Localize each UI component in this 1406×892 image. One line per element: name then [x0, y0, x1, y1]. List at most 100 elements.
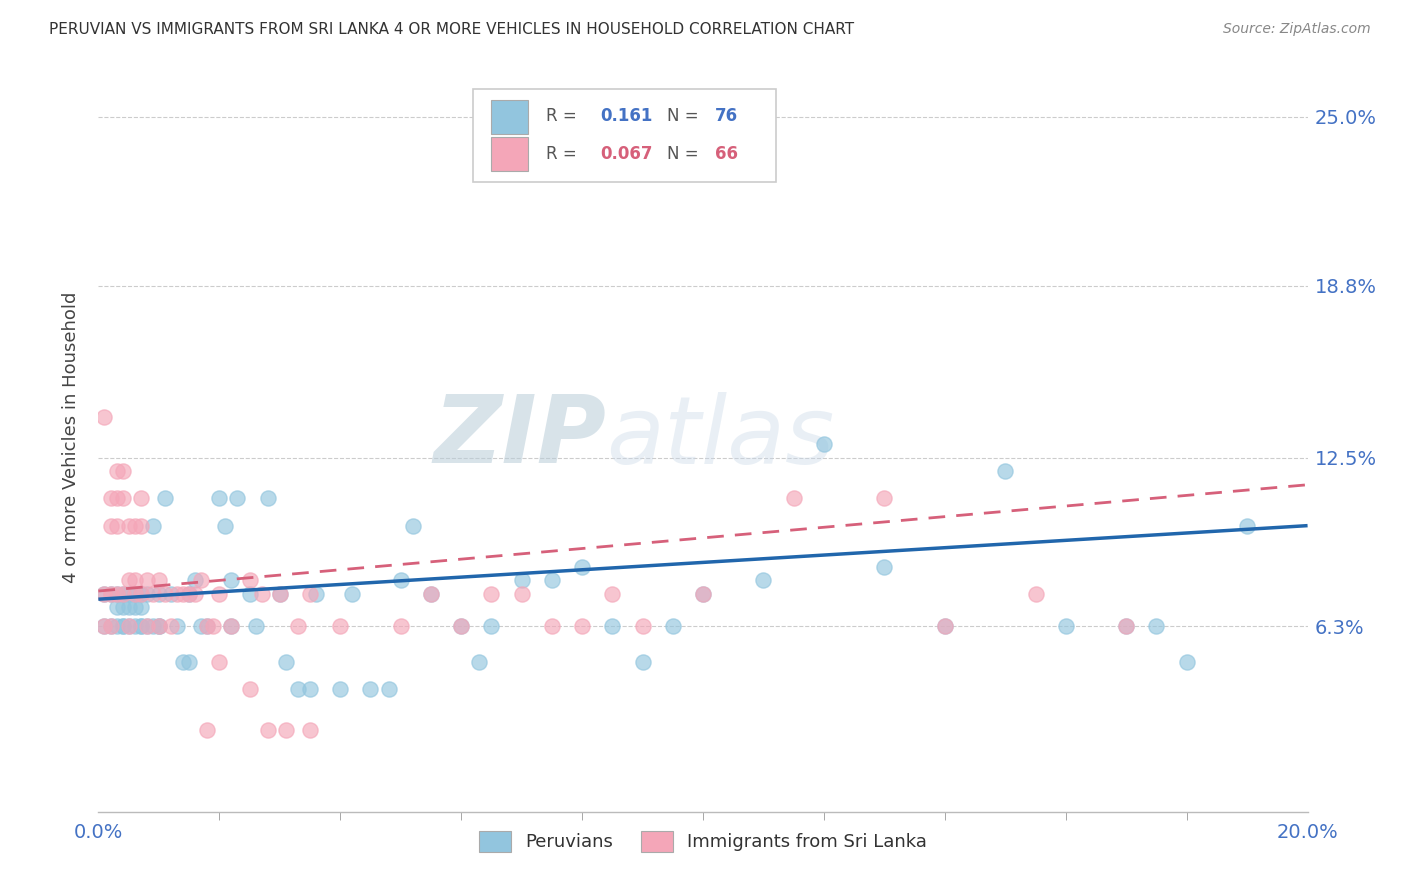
Point	[221, 619, 243, 633]
Point	[692, 587, 714, 601]
Point	[377, 682, 399, 697]
Point	[269, 587, 291, 601]
Point	[269, 587, 291, 601]
Text: 76: 76	[716, 107, 738, 126]
Point	[129, 518, 152, 533]
Point	[100, 619, 122, 633]
Point	[184, 587, 207, 601]
Point	[166, 619, 188, 633]
Point	[342, 587, 364, 601]
Point	[420, 587, 443, 601]
Point	[299, 587, 322, 601]
Text: 0.067: 0.067	[600, 145, 652, 163]
Point	[111, 464, 134, 478]
Point	[389, 619, 412, 633]
Point	[934, 619, 956, 633]
Point	[420, 587, 443, 601]
Point	[274, 723, 297, 737]
Point	[179, 587, 201, 601]
Point	[118, 619, 141, 633]
Point	[208, 655, 231, 669]
Text: N =: N =	[666, 145, 699, 163]
Point	[111, 491, 134, 506]
Point	[450, 619, 472, 633]
Point	[389, 573, 412, 587]
Point	[208, 587, 231, 601]
Point	[129, 587, 152, 601]
Point	[105, 619, 128, 633]
Point	[540, 573, 562, 587]
Point	[124, 587, 146, 601]
Point	[402, 518, 425, 533]
Point	[329, 619, 352, 633]
Point	[100, 587, 122, 601]
Point	[105, 464, 128, 478]
Point	[129, 587, 152, 601]
Point	[111, 587, 134, 601]
Point	[813, 437, 835, 451]
Point	[287, 619, 309, 633]
Point	[274, 655, 297, 669]
Point	[129, 491, 152, 506]
Point	[602, 587, 624, 601]
Point	[124, 619, 146, 633]
Text: ZIP: ZIP	[433, 391, 606, 483]
Point	[631, 655, 654, 669]
Point	[1115, 619, 1137, 633]
Point	[226, 491, 249, 506]
Point	[124, 587, 146, 601]
Point	[661, 619, 683, 633]
Point	[250, 587, 273, 601]
Point	[100, 491, 122, 506]
Point	[190, 573, 212, 587]
Point	[148, 619, 170, 633]
Point	[93, 619, 115, 633]
Text: R =: R =	[546, 107, 576, 126]
Point	[100, 518, 122, 533]
Point	[142, 619, 165, 633]
Point	[129, 600, 152, 615]
Point	[135, 587, 157, 601]
Point	[166, 587, 188, 601]
Point	[1144, 619, 1167, 633]
Point	[111, 619, 134, 633]
Point	[160, 619, 183, 633]
Point	[179, 655, 201, 669]
Point	[105, 587, 128, 601]
Point	[100, 619, 122, 633]
Point	[124, 518, 146, 533]
Point	[190, 619, 212, 633]
Point	[118, 619, 141, 633]
Point	[208, 491, 231, 506]
Text: PERUVIAN VS IMMIGRANTS FROM SRI LANKA 4 OR MORE VEHICLES IN HOUSEHOLD CORRELATIO: PERUVIAN VS IMMIGRANTS FROM SRI LANKA 4 …	[49, 22, 855, 37]
Point	[468, 655, 491, 669]
Point	[305, 587, 328, 601]
Point	[153, 587, 176, 601]
Point	[571, 619, 593, 633]
Point	[287, 682, 309, 697]
Text: Source: ZipAtlas.com: Source: ZipAtlas.com	[1223, 22, 1371, 37]
Point	[172, 655, 194, 669]
Point	[195, 619, 218, 633]
Point	[184, 573, 207, 587]
Point	[1175, 655, 1198, 669]
Point	[1236, 518, 1258, 533]
Point	[239, 573, 262, 587]
Point	[510, 587, 533, 601]
Point	[124, 573, 146, 587]
Text: 0.161: 0.161	[600, 107, 652, 126]
Point	[540, 619, 562, 633]
Point	[195, 619, 218, 633]
Point	[1115, 619, 1137, 633]
Point	[299, 723, 322, 737]
Point	[631, 619, 654, 633]
Point	[111, 619, 134, 633]
Point	[153, 491, 176, 506]
Point	[450, 619, 472, 633]
Point	[129, 619, 152, 633]
Point	[239, 682, 262, 697]
Point	[221, 619, 243, 633]
Point	[1054, 619, 1077, 633]
Point	[481, 619, 503, 633]
Point	[148, 573, 170, 587]
